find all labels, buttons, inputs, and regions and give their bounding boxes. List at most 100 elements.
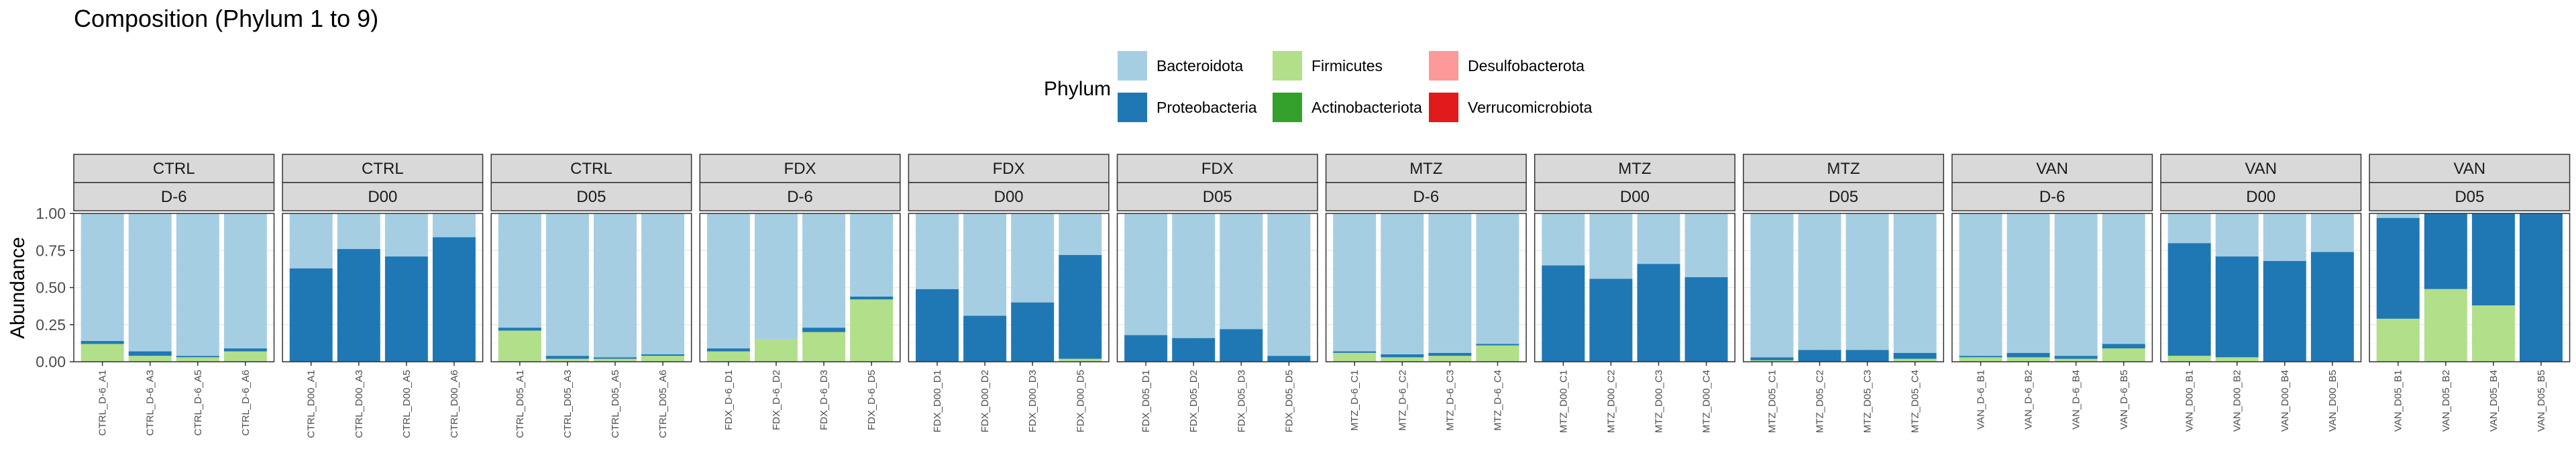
panel-border [1534,213,1735,362]
bar-segment-proteobacteria [2424,213,2467,289]
legend-entry: Proteobacteria [1118,93,1257,122]
x-tick-label: CTRL_D05_A3 [562,370,574,438]
bar-segment-proteobacteria [2215,256,2259,358]
strip-time-box [699,182,901,211]
bar-segment-proteobacteria [1750,357,1794,360]
strip-group-label: FDX [784,160,816,178]
panel-border [1743,213,1945,362]
x-tick-label: VAN_D-6_B2 [2023,370,2035,430]
bar-segment-bacteroidota [706,213,750,349]
bar-segment-proteobacteria [2376,217,2420,319]
strip-time-box [2369,182,2571,211]
bar-segment-proteobacteria [850,296,894,300]
panel-border [1325,213,1527,362]
strip-time-label: D05 [2455,188,2484,206]
bar-segment-firmicutes [850,299,894,362]
bar-segment-proteobacteria [2519,213,2563,362]
x-tick-label: VAN_D05_B4 [2488,370,2500,432]
bar-segment-proteobacteria [594,357,637,359]
facet-panel: CTRL D-6 CTRL_D-6_A1 CTRL_D-6_A3 CTRL_D-6_A5… [36,154,275,436]
bar-segment-firmicutes [1059,358,1102,362]
x-tick-label: VAN_D00_B5 [2327,370,2339,432]
legend-entry: Actinobacteriota [1273,93,1422,122]
bar-segment-bacteroidota [2215,213,2259,257]
x-tick-label: MTZ_D00_C1 [1558,370,1569,433]
bar-segment-proteobacteria [2167,243,2211,356]
bar-segment-bacteroidota [1589,213,1633,279]
legend-label: Actinobacteriota [1311,99,1422,116]
bar-segment-proteobacteria [963,315,1007,362]
strip-time-label: D00 [1620,188,1650,206]
x-tick-label: MTZ_D-6_C2 [1397,370,1408,431]
strip-group-box [490,154,692,183]
x-tick-label: VAN_D05_B5 [2536,370,2547,432]
bar-segment-proteobacteria [2102,344,2145,349]
strip-time-label: D05 [1203,188,1232,206]
panel-border [2160,213,2362,362]
bar-segment-proteobacteria [1381,354,1424,358]
bar-segment-bacteroidota [2006,213,2050,353]
strip-group-label: CTRL [570,160,612,178]
x-tick-label: MTZ_D-6_C3 [1444,370,1456,431]
bar-segment-firmicutes [2376,318,2420,362]
bar-segment-bacteroidota [641,213,685,354]
bar-segment-bacteroidota [2054,213,2098,356]
facet-panel: VAN D00 VAN_D00_B1 VAN_D00_B2 VAN_D00_B4 VAN_… [2160,154,2362,432]
strip-group-box [1534,154,1735,183]
x-tick-label: FDX_D-6_D5 [866,370,877,430]
x-tick-label: MTZ_D05_C2 [1815,370,1826,433]
strip-group-label: MTZ [1827,160,1860,178]
facet-panel: FDX D05 FDX_D05_D1 FDX_D05_D2 FDX_D05_D3 FDX_… [1116,154,1318,432]
bar-segment-bacteroidota [1333,213,1377,352]
bar-segment-firmicutes [545,358,589,362]
bar-segment-proteobacteria [1798,350,1841,362]
bar-segment-bacteroidota [223,213,267,349]
bar-segment-bacteroidota [337,213,380,250]
bar-segment-proteobacteria [1637,264,1680,362]
strip-group-label: MTZ [1618,160,1651,178]
x-tick-label: VAN_D05_B2 [2440,370,2452,432]
strip-time-box [73,182,275,211]
panel-border [1951,213,2153,362]
legend-title: Phylum [1044,78,1111,100]
x-tick-label: FDX_D-6_D2 [771,370,782,430]
bar-segment-proteobacteria [1267,356,1311,362]
bar-segment-proteobacteria [128,351,172,356]
bar-segment-proteobacteria [432,237,476,362]
bar-segment-proteobacteria [223,348,267,352]
bar-segment-firmicutes [755,339,798,362]
strip-time-box [1325,182,1527,211]
bar-segment-bacteroidota [1267,213,1311,356]
x-tick-label: FDX_D05_D3 [1236,370,1247,432]
strip-group-box [73,154,275,183]
bar-segment-proteobacteria [641,354,685,356]
bar-segment-bacteroidota [1011,213,1055,303]
bar-segment-bacteroidota [2102,213,2145,344]
bar-segment-proteobacteria [337,249,380,362]
bar-segment-firmicutes [176,357,219,362]
strip-group-label: FDX [1201,160,1234,178]
bar-segment-firmicutes [2215,357,2259,362]
bar-segment-proteobacteria [289,268,333,362]
bar-segment-firmicutes [706,351,750,362]
bar-segment-firmicutes [641,356,685,362]
x-tick-label: MTZ_D00_C4 [1701,370,1713,433]
strip-time-label: D00 [994,188,1024,206]
chart-title: Composition (Phylum 1 to 9) [74,5,378,32]
bar-segment-proteobacteria [2054,356,2098,359]
strip-time-label: D05 [1829,188,1858,206]
bar-segment-proteobacteria [1845,350,1889,362]
x-tick-label: FDX_D00_D1 [932,370,943,432]
x-tick-label: CTRL_D05_A1 [515,370,526,438]
x-tick-label: MTZ_D-6_C1 [1349,370,1360,431]
bar-segment-proteobacteria [1959,356,2002,358]
x-tick-label: VAN_D-6_B1 [1976,370,1987,430]
bar-segment-proteobacteria [176,356,219,358]
bar-segment-firmicutes [128,356,172,362]
bar-segment-bacteroidota [1959,213,2002,356]
legend-swatch [1273,51,1302,81]
y-tick-label: 0.75 [36,242,66,259]
strip-time-label: D-6 [161,188,187,206]
strip-time-box [1951,182,2153,211]
bar-segment-proteobacteria [1542,265,1585,362]
